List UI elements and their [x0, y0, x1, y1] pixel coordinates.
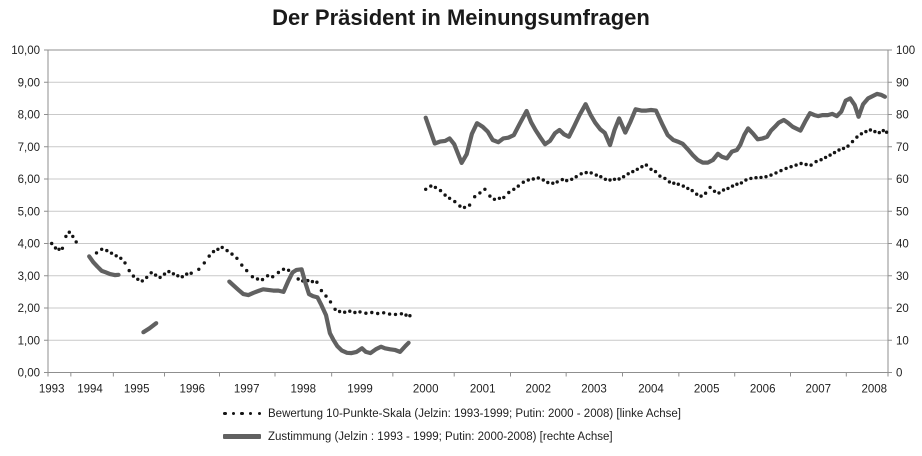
- svg-text:2,00: 2,00: [18, 303, 40, 315]
- svg-text:60: 60: [896, 174, 909, 186]
- svg-text:2001: 2001: [470, 384, 496, 396]
- svg-text:2003: 2003: [581, 384, 607, 396]
- svg-text:70: 70: [896, 142, 909, 154]
- svg-text:2000: 2000: [413, 384, 439, 396]
- chart-title: Der Präsident in Meinungsumfragen: [272, 5, 650, 30]
- svg-text:1,00: 1,00: [18, 335, 40, 347]
- svg-text:20: 20: [896, 303, 909, 315]
- svg-text:5,00: 5,00: [18, 206, 40, 218]
- svg-text:10: 10: [896, 335, 909, 347]
- svg-text:0,00: 0,00: [18, 368, 40, 380]
- svg-text:7,00: 7,00: [18, 142, 40, 154]
- svg-text:90: 90: [896, 77, 909, 89]
- svg-text:1996: 1996: [180, 384, 206, 396]
- legend: Bewertung 10-Punkte-Skala (Jelzin: 1993-…: [223, 406, 681, 444]
- svg-text:2002: 2002: [526, 384, 552, 396]
- svg-text:1997: 1997: [234, 384, 260, 396]
- svg-text:40: 40: [896, 239, 909, 251]
- svg-text:10,00: 10,00: [11, 45, 40, 57]
- svg-text:3,00: 3,00: [18, 271, 40, 283]
- svg-text:9,00: 9,00: [18, 77, 40, 89]
- svg-text:8,00: 8,00: [18, 110, 40, 122]
- svg-text:30: 30: [896, 271, 909, 283]
- svg-text:0: 0: [896, 368, 902, 380]
- legend-label-bewertung: Bewertung 10-Punkte-Skala (Jelzin: 1993-…: [268, 407, 681, 420]
- svg-text:2004: 2004: [638, 384, 664, 396]
- svg-text:6,00: 6,00: [18, 174, 40, 186]
- svg-text:2008: 2008: [862, 384, 888, 396]
- svg-text:100: 100: [896, 45, 915, 57]
- svg-text:1993: 1993: [39, 384, 65, 396]
- legend-item-zustimmung: Zustimmung (Jelzin : 1993 - 1999; Putin:…: [223, 429, 681, 444]
- dotted-line-legend-icon: [223, 411, 261, 416]
- svg-text:2007: 2007: [806, 384, 832, 396]
- svg-text:1998: 1998: [291, 384, 317, 396]
- legend-item-bewertung: Bewertung 10-Punkte-Skala (Jelzin: 1993-…: [223, 406, 681, 421]
- svg-text:2006: 2006: [750, 384, 776, 396]
- legend-label-zustimmung: Zustimmung (Jelzin : 1993 - 1999; Putin:…: [268, 430, 613, 443]
- svg-text:4,00: 4,00: [18, 239, 40, 251]
- svg-text:2005: 2005: [694, 384, 720, 396]
- svg-text:1994: 1994: [77, 384, 103, 396]
- svg-text:1995: 1995: [124, 384, 150, 396]
- solid-line-legend-icon: [223, 434, 261, 439]
- svg-text:80: 80: [896, 110, 909, 122]
- svg-text:1999: 1999: [347, 384, 373, 396]
- svg-text:50: 50: [896, 206, 909, 218]
